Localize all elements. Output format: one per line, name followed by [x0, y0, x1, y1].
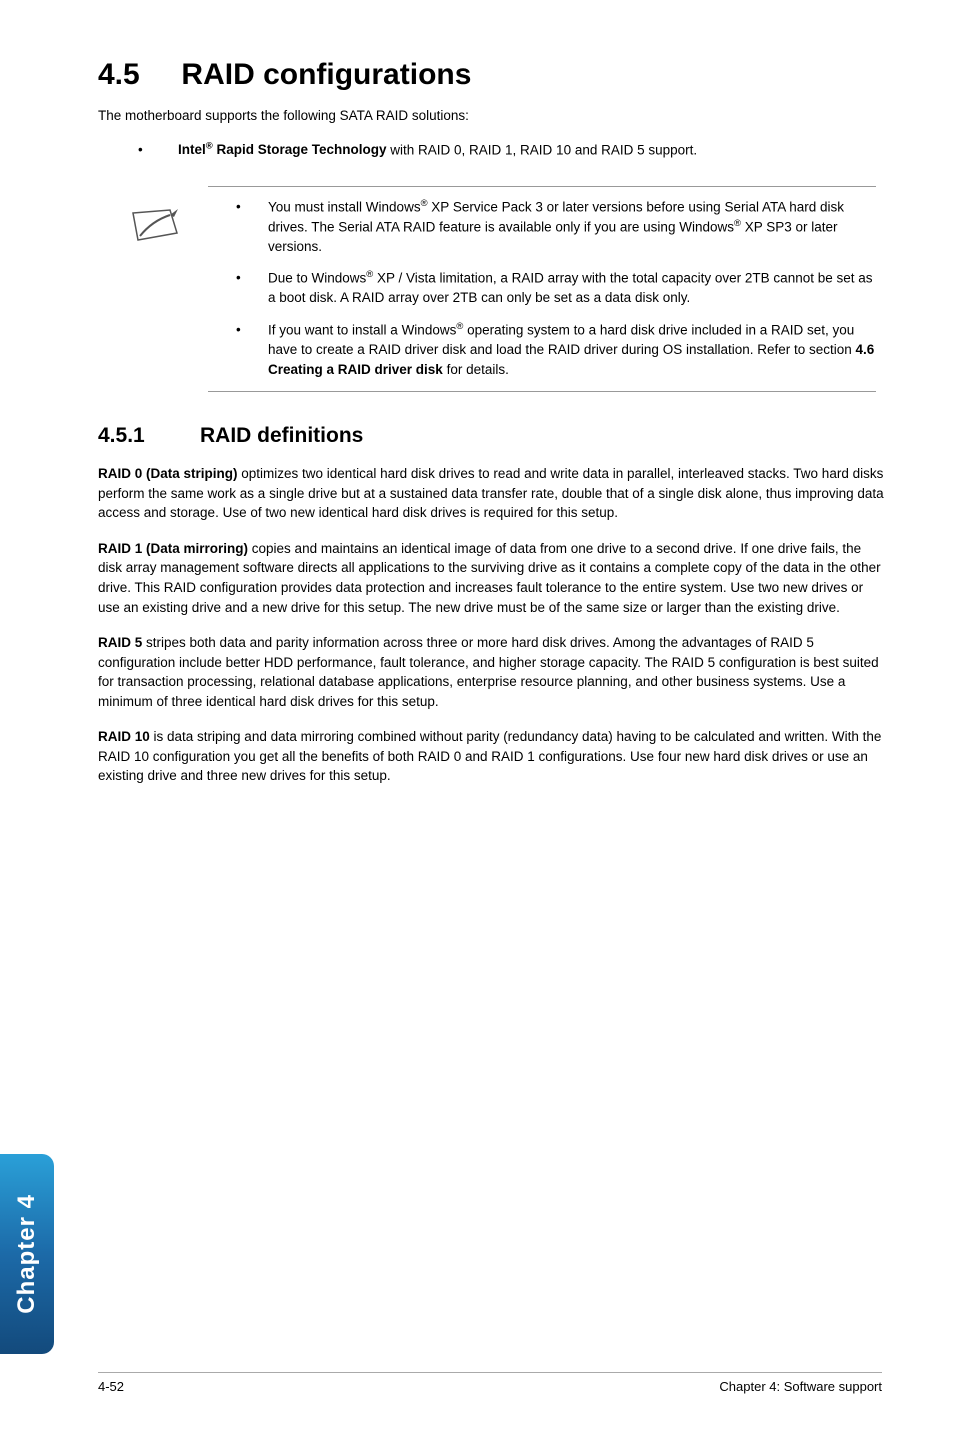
bold-text: Intel	[178, 142, 206, 157]
note-text: You must install Windows® XP Service Pac…	[268, 197, 876, 257]
para-bold: RAID 1 (Data mirroring)	[98, 541, 248, 556]
section-number: 4.5	[98, 58, 140, 91]
main-bullet: • Intel® Rapid Storage Technology with R…	[138, 140, 884, 160]
paragraph: RAID 1 (Data mirroring) copies and maint…	[98, 539, 884, 617]
paragraph: RAID 10 is data striping and data mirror…	[98, 727, 884, 786]
para-text: is data striping and data mirroring comb…	[98, 729, 881, 783]
bullet-content: Intel® Rapid Storage Technology with RAI…	[178, 140, 697, 160]
footer-chapter-title: Chapter 4: Software support	[719, 1379, 882, 1394]
bullet-marker: •	[236, 197, 268, 257]
subsection-title: RAID definitions	[200, 424, 363, 447]
chapter-tab: Chapter 4	[0, 1154, 54, 1354]
page-footer: 4-52 Chapter 4: Software support	[98, 1372, 882, 1394]
para-bold: RAID 0 (Data striping)	[98, 466, 238, 481]
paragraph: RAID 0 (Data striping) optimizes two ide…	[98, 464, 884, 523]
para-bold: RAID 5	[98, 635, 142, 650]
bold-text: Rapid Storage Technology	[213, 142, 387, 157]
sup-text: ®	[206, 141, 213, 152]
bullet-marker: •	[138, 140, 178, 160]
para-bold: RAID 10	[98, 729, 150, 744]
para-text: stripes both data and parity information…	[98, 635, 879, 709]
chapter-tab-label: Chapter 4	[13, 1194, 41, 1314]
bullet-marker: •	[236, 268, 268, 308]
note-item: • You must install Windows® XP Service P…	[208, 197, 876, 257]
intro-text: The motherboard supports the following S…	[98, 106, 884, 126]
section-title: RAID configurations	[181, 58, 471, 91]
subsection-heading: 4.5.1RAID definitions	[98, 424, 884, 448]
paragraph: RAID 5 stripes both data and parity info…	[98, 633, 884, 711]
bullet-marker: •	[236, 320, 268, 379]
note-text: Due to Windows® XP / Vista limitation, a…	[268, 268, 876, 308]
note-text: If you want to install a Windows® operat…	[268, 320, 876, 379]
note-icon	[130, 207, 180, 243]
note-item: • If you want to install a Windows® oper…	[208, 320, 876, 379]
note-block: • You must install Windows® XP Service P…	[208, 186, 876, 393]
plain-text: with RAID 0, RAID 1, RAID 10 and RAID 5 …	[387, 142, 698, 157]
note-item: • Due to Windows® XP / Vista limitation,…	[208, 268, 876, 308]
section-heading: 4.5 RAID configurations	[98, 58, 884, 92]
page-number: 4-52	[98, 1379, 124, 1394]
subsection-number: 4.5.1	[98, 424, 200, 448]
